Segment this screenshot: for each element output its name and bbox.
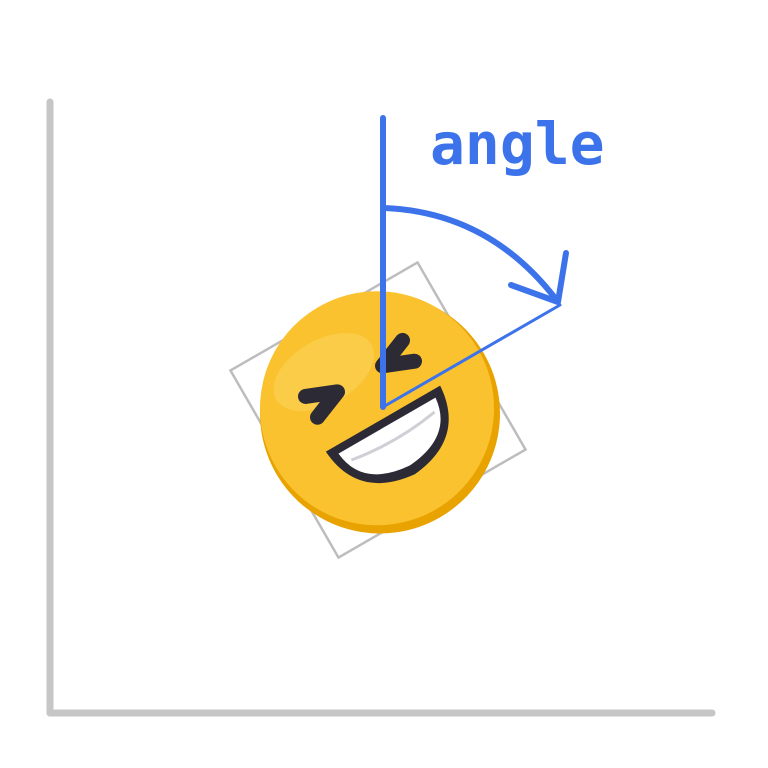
angle-annotation: angle: [380, 110, 605, 410]
angle-label: angle: [430, 110, 605, 178]
axes: [46, 98, 716, 717]
rotated-reference-line: [381, 303, 562, 409]
grinning-squinting-face-emoji-icon: [260, 291, 500, 534]
angle-arc: [381, 205, 558, 301]
rotated-emoji: [228, 260, 528, 560]
arc-arrowhead: [508, 250, 569, 305]
